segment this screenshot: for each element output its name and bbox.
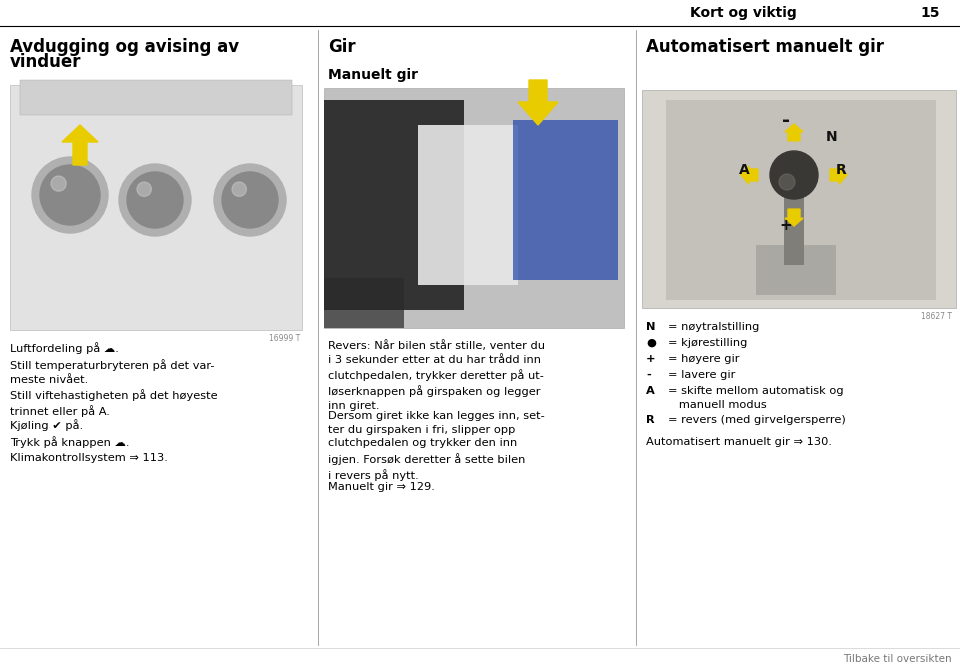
Text: 15: 15 (920, 6, 940, 20)
Text: = nøytralstilling: = nøytralstilling (668, 322, 759, 332)
Text: A: A (646, 386, 655, 396)
Text: Automatisert manuelt gir ⇒ 130.: Automatisert manuelt gir ⇒ 130. (646, 437, 832, 447)
Text: -: - (782, 111, 790, 130)
Circle shape (222, 172, 278, 228)
Text: N: N (826, 130, 838, 144)
Text: Gir: Gir (328, 38, 355, 56)
Text: N: N (646, 322, 656, 332)
Text: 16999 T: 16999 T (269, 334, 300, 343)
Text: Still viftehastigheten på det høyeste
trinnet eller på A.: Still viftehastigheten på det høyeste tr… (10, 389, 218, 417)
Circle shape (127, 172, 183, 228)
Text: Kort og viktig: Kort og viktig (690, 6, 797, 20)
Circle shape (232, 182, 247, 197)
Text: Klimakontrollsystem ⇒ 113.: Klimakontrollsystem ⇒ 113. (10, 453, 168, 463)
Text: +: + (780, 217, 792, 232)
Text: ●: ● (646, 338, 656, 348)
Bar (784, 175, 804, 265)
Text: Trykk på knappen ☁.: Trykk på knappen ☁. (10, 436, 130, 448)
Circle shape (40, 165, 100, 225)
Bar (513, 120, 618, 280)
Text: = revers (med girvelgersperre): = revers (med girvelgersperre) (668, 415, 846, 425)
Text: Manuelt gir ⇒ 129.: Manuelt gir ⇒ 129. (328, 482, 435, 492)
Bar (756, 245, 836, 295)
Circle shape (137, 182, 152, 197)
Text: Revers: Når bilen står stille, venter du
i 3 sekunder etter at du har trådd inn
: Revers: Når bilen står stille, venter du… (328, 340, 545, 411)
Text: 18627 T: 18627 T (921, 312, 952, 321)
Bar (324, 88, 624, 328)
Bar (10, 85, 302, 330)
Polygon shape (518, 80, 558, 125)
Text: -: - (646, 370, 651, 380)
Circle shape (51, 176, 66, 191)
Polygon shape (785, 209, 804, 226)
Polygon shape (830, 166, 847, 184)
Bar (642, 90, 956, 308)
Text: Kjøling ✔ på.: Kjøling ✔ på. (10, 419, 84, 431)
Bar (418, 125, 518, 285)
Polygon shape (785, 124, 804, 141)
Text: = skifte mellom automatisk og
   manuell modus: = skifte mellom automatisk og manuell mo… (668, 386, 844, 409)
Bar (324, 100, 464, 310)
Bar (324, 278, 404, 328)
Text: = høyere gir: = høyere gir (668, 354, 739, 364)
Circle shape (779, 174, 795, 190)
Text: R: R (646, 415, 655, 425)
Text: = kjørestilling: = kjørestilling (668, 338, 748, 348)
Bar (666, 100, 936, 300)
Circle shape (214, 164, 286, 236)
Text: Manuelt gir: Manuelt gir (328, 68, 418, 82)
Bar (20, 80, 292, 115)
Text: Still temperaturbryteren på det var-
meste nivået.: Still temperaturbryteren på det var- mes… (10, 359, 214, 384)
Polygon shape (62, 125, 98, 165)
Text: Luftfordeling på ☁.: Luftfordeling på ☁. (10, 342, 119, 354)
Text: Dersom giret ikke kan legges inn, set-
ter du girspaken i fri, slipper opp
clutc: Dersom giret ikke kan legges inn, set- t… (328, 411, 544, 481)
Text: Automatisert manuelt gir: Automatisert manuelt gir (646, 38, 884, 56)
Text: Avdugging og avising av: Avdugging og avising av (10, 38, 239, 56)
Text: A: A (739, 163, 750, 177)
Circle shape (32, 157, 108, 233)
Text: +: + (646, 354, 656, 364)
Text: Tilbake til oversikten: Tilbake til oversikten (844, 654, 952, 664)
Circle shape (770, 151, 818, 199)
Text: R: R (836, 163, 847, 177)
Circle shape (119, 164, 191, 236)
Text: = lavere gir: = lavere gir (668, 370, 735, 380)
Polygon shape (741, 166, 757, 184)
Text: vinduer: vinduer (10, 53, 82, 71)
